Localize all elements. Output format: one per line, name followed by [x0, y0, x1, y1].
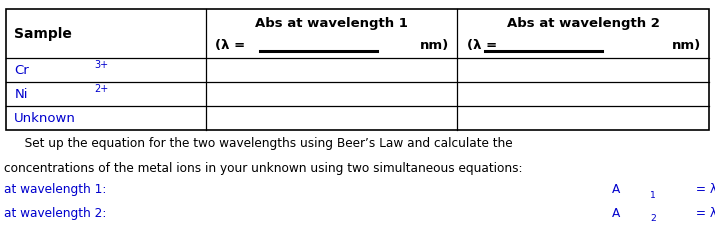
Text: (λ =: (λ =	[467, 39, 501, 52]
Text: A: A	[611, 182, 620, 195]
Text: A: A	[611, 206, 620, 218]
Text: Set up the equation for the two wavelengths using Beer’s Law and calculate the: Set up the equation for the two waveleng…	[13, 136, 513, 149]
Text: 3+: 3+	[94, 60, 109, 70]
Bar	[6, 10, 709, 130]
Text: at wavelength 1:: at wavelength 1:	[4, 182, 110, 195]
Text: Sample: Sample	[14, 27, 72, 41]
Text: concentrations of the metal ions in your unknown using two simultaneous equation: concentrations of the metal ions in your…	[4, 161, 522, 174]
Text: Ni: Ni	[14, 88, 28, 101]
Text: 2+: 2+	[94, 84, 109, 94]
Text: Abs at wavelength 1: Abs at wavelength 1	[255, 17, 408, 30]
Text: (λ =: (λ =	[214, 39, 250, 52]
Text: 2: 2	[650, 214, 656, 223]
Text: Cr: Cr	[14, 64, 29, 77]
Text: 1: 1	[650, 190, 656, 199]
Text: = λ: = λ	[693, 182, 715, 195]
Text: at wavelength 2:: at wavelength 2:	[4, 206, 110, 218]
Text: nm): nm)	[420, 39, 449, 52]
Text: nm): nm)	[671, 39, 701, 52]
Text: = λ: = λ	[693, 206, 715, 218]
Text: Abs at wavelength 2: Abs at wavelength 2	[507, 17, 660, 30]
Text: Unknown: Unknown	[14, 112, 77, 125]
